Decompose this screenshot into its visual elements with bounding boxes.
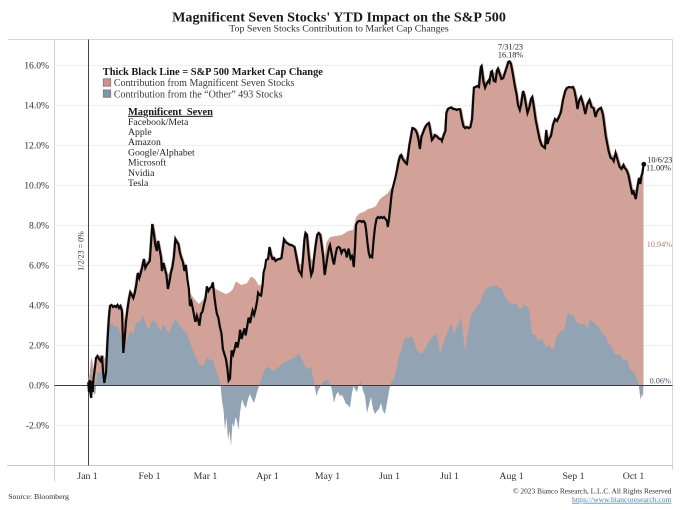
svg-text:Amazon: Amazon [128,137,161,148]
svg-text:Aug 1: Aug 1 [499,471,523,482]
svg-text:Microsoft: Microsoft [128,158,167,169]
svg-text:Magnificent Seven: Magnificent Seven [128,107,213,118]
svg-text:0.06%: 0.06% [650,377,671,386]
svg-text:0.0%: 0.0% [29,380,49,391]
svg-text:Magnificent Seven Stocks' YTD: Magnificent Seven Stocks' YTD Impact on … [172,10,506,26]
svg-text:2.0%: 2.0% [29,340,49,351]
svg-text:16.0%: 16.0% [24,60,49,71]
svg-text:Apr 1: Apr 1 [256,471,279,482]
svg-text:7/31/23: 7/31/23 [498,42,523,51]
svg-text:Jan 1: Jan 1 [77,471,98,482]
svg-text:1/2/23 = 0%: 1/2/23 = 0% [77,231,86,271]
svg-text:10.0%: 10.0% [24,180,49,191]
svg-text:Facebook/Meta: Facebook/Meta [128,117,189,128]
svg-text:Feb 1: Feb 1 [138,471,160,482]
svg-text:Jul 1: Jul 1 [440,471,459,482]
svg-text:Google/Alphabet: Google/Alphabet [128,147,195,158]
svg-text:16.18%: 16.18% [498,51,523,60]
svg-text:4.0%: 4.0% [29,300,49,311]
svg-text:May 1: May 1 [315,471,340,482]
svg-text:Thick Black Line = S&P 500 Mar: Thick Black Line = S&P 500 Market Cap Ch… [103,67,323,78]
svg-text:© 2023 Bianco Research, L.L.C.: © 2023 Bianco Research, L.L.C. All Right… [513,486,672,495]
svg-text:-2.0%: -2.0% [26,420,49,431]
svg-text:10/6/23: 10/6/23 [647,156,672,165]
svg-text:Contribution from Magnificent: Contribution from Magnificent Seven Stoc… [114,78,295,89]
svg-text:https://www.biancoresearch.com: https://www.biancoresearch.com [572,495,672,504]
svg-text:Top Seven Stocks Contribution: Top Seven Stocks Contribution to Market … [229,24,449,35]
svg-text:8.0%: 8.0% [29,220,49,231]
svg-text:Tesla: Tesla [128,178,149,189]
svg-text:Mar 1: Mar 1 [194,471,218,482]
svg-text:Nvidia: Nvidia [128,168,155,179]
svg-text:11.00%: 11.00% [646,164,671,173]
svg-text:Apple: Apple [128,127,152,138]
svg-text:Jun 1: Jun 1 [379,471,400,482]
svg-text:Source: Bloomberg: Source: Bloomberg [8,492,69,501]
svg-text:6.0%: 6.0% [29,260,49,271]
svg-text:12.0%: 12.0% [24,140,49,151]
svg-text:Contribution from the “Other”: Contribution from the “Other” 493 Stocks [114,90,283,101]
svg-text:Oct 1: Oct 1 [623,471,645,482]
svg-text:14.0%: 14.0% [24,100,49,111]
svg-text:10.94%: 10.94% [647,240,672,249]
svg-text:Sep 1: Sep 1 [562,471,584,482]
